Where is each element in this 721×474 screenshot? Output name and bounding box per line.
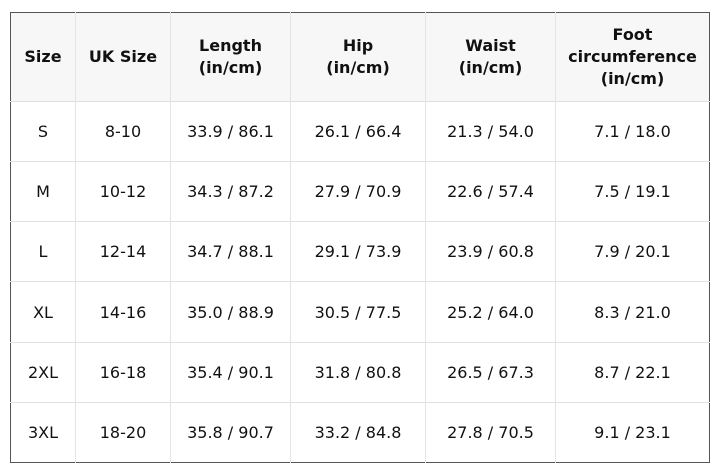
table-row: XL 14-16 35.0 / 88.9 30.5 / 77.5 25.2 / 64.0…: [10, 281, 710, 343]
table-cell: 30.5 / 77.5: [290, 281, 426, 343]
table-cell: 34.3 / 87.2: [170, 161, 291, 222]
table-cell: 23.9 / 60.8: [425, 221, 556, 282]
table-cell: 7.5 / 19.1: [555, 161, 710, 222]
table-body: S 8-10 33.9 / 86.1 26.1 / 66.4 21.3 / 54.0 7.…: [10, 100, 710, 463]
header-text: circumference: [568, 47, 697, 66]
table-row: S 8-10 33.9 / 86.1 26.1 / 66.4 21.3 / 54.0 7.…: [10, 100, 710, 162]
table-cell: 26.5 / 67.3: [425, 341, 556, 403]
table-cell: 29.1 / 73.9: [290, 221, 426, 282]
table-cell: 14-16: [75, 281, 171, 343]
table-cell: 22.6 / 57.4: [425, 161, 556, 222]
table-cell: 21.3 / 54.0: [425, 100, 556, 162]
header-row: Size UK Size Length (in/cm) Hip (in/cm) Waist (…: [10, 12, 710, 102]
table-row: 3XL 18-20 35.8 / 90.7 33.2 / 84.8 27.8 / 70.…: [10, 401, 710, 463]
table-cell: 31.8 / 80.8: [290, 341, 426, 403]
table-cell: 12-14: [75, 221, 171, 282]
table-cell: M: [10, 161, 76, 222]
table-cell: 34.7 / 88.1: [170, 221, 291, 282]
header-cell: Hip (in/cm): [290, 12, 426, 102]
table-cell: 33.2 / 84.8: [290, 401, 426, 463]
header-cell: Foot circumference (in/cm): [555, 12, 710, 102]
header-text: (in/cm): [326, 58, 390, 77]
table-row: 2XL 16-18 35.4 / 90.1 31.8 / 80.8 26.5 / 67.…: [10, 341, 710, 403]
header-cell: Waist (in/cm): [425, 12, 556, 102]
header-text: Length: [199, 36, 262, 55]
table-cell: 26.1 / 66.4: [290, 100, 426, 162]
header-text: Foot: [612, 25, 653, 44]
table-cell: 35.4 / 90.1: [170, 341, 291, 403]
header-text: UK Size: [88, 47, 158, 66]
table-cell: 9.1 / 23.1: [555, 401, 710, 463]
header-text: (in/cm): [458, 58, 523, 77]
table-cell: 16-18: [75, 341, 171, 403]
table-cell: 2XL: [10, 341, 76, 403]
size-table: Size UK Size Length (in/cm) Hip (in/cm) Waist (…: [10, 12, 710, 463]
header-cell: Length (in/cm): [170, 12, 291, 102]
header-cell: UK Size: [75, 12, 171, 102]
table-cell: 8.7 / 22.1: [555, 341, 710, 403]
table-cell: 27.9 / 70.9: [290, 161, 426, 222]
table-cell: 3XL: [10, 401, 76, 463]
table-cell: 33.9 / 86.1: [170, 100, 291, 162]
table-cell: 35.8 / 90.7: [170, 401, 291, 463]
table-cell: 18-20: [75, 401, 171, 463]
header-cell: Size: [10, 12, 76, 102]
table-cell: 35.0 / 88.9: [170, 281, 291, 343]
header-text: Waist: [465, 36, 516, 55]
table-cell: L: [10, 221, 76, 282]
table-cell: 7.9 / 20.1: [555, 221, 710, 282]
table-row: M 10-12 34.3 / 87.2 27.9 / 70.9 22.6 / 57.4 7…: [10, 161, 710, 222]
table-cell: S: [10, 100, 76, 162]
header-text: Size: [24, 47, 62, 66]
table-cell: 8.3 / 21.0: [555, 281, 710, 343]
header-text: (in/cm): [198, 58, 263, 77]
table-cell: 8-10: [75, 100, 171, 162]
header-text: (in/cm): [600, 69, 665, 88]
table-cell: 25.2 / 64.0: [425, 281, 556, 343]
table-cell: 27.8 / 70.5: [425, 401, 556, 463]
table-cell: 7.1 / 18.0: [555, 100, 710, 162]
table-row: L 12-14 34.7 / 88.1 29.1 / 73.9 23.9 / 60.8 7…: [10, 221, 710, 282]
table-cell: 10-12: [75, 161, 171, 222]
table-cell: XL: [10, 281, 76, 343]
header-text: Hip: [342, 36, 374, 55]
